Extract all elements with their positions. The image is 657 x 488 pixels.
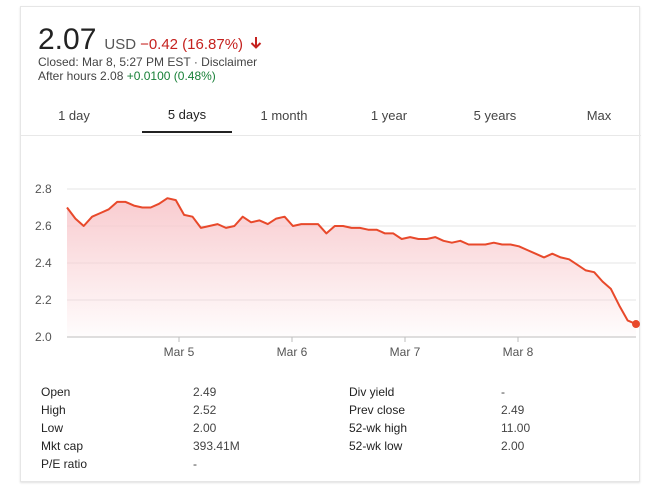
y-tick-label: 2.4 — [35, 256, 52, 270]
y-tick-label: 2.2 — [35, 293, 52, 307]
currency-label: USD — [104, 36, 137, 53]
tabs-divider — [21, 135, 641, 136]
tab-label: Max — [586, 107, 612, 123]
y-tick-label: 2.8 — [35, 182, 52, 196]
stat-value-open: 2.49 — [193, 385, 217, 399]
stat-value-high: 2.52 — [193, 403, 217, 417]
stat-label-open: Open — [41, 385, 71, 399]
price-line — [66, 197, 637, 326]
stat-value-prev-close: 2.49 — [501, 403, 525, 417]
stat-label-div-yield: Div yield — [349, 385, 395, 399]
arrow-down-icon — [248, 35, 264, 51]
price-row: 2.07 USD −0.42 (16.87%) — [38, 23, 264, 57]
stat-label-52wk-low: 52-wk low — [349, 439, 403, 453]
after-hours: After hours 2.08 +0.0100 (0.48%) — [38, 69, 216, 83]
x-tick-label: Mar 7 — [390, 345, 421, 359]
stock-card: 2.07 USD −0.42 (16.87%) Closed: Mar 8, 5… — [20, 6, 641, 482]
stat-value-52wk-low: 2.00 — [501, 439, 525, 453]
stat-value-low: 2.00 — [193, 421, 217, 435]
after-hours-price: After hours 2.08 — [38, 69, 124, 83]
y-tick-label: 2.0 — [35, 330, 52, 344]
stat-value-div-yield: - — [501, 385, 505, 399]
stat-value-mkt-cap: 393.41M — [193, 439, 240, 453]
tab-max[interactable]: Max — [547, 97, 651, 133]
current-price: 2.07 — [38, 23, 97, 56]
tab-5-days[interactable]: 5 days — [142, 97, 232, 133]
y-tick-label: 2.6 — [35, 219, 52, 233]
stat-label-mkt-cap: Mkt cap — [41, 439, 84, 453]
tab-1-month[interactable]: 1 month — [233, 97, 335, 133]
after-hours-change: +0.0100 (0.48%) — [126, 69, 216, 83]
price-chart[interactable]: 2.8 2.6 2.4 2.2 2.0 Mar 5 Mar 6 Mar 7 Mar 8 — [21, 137, 641, 369]
tab-label: 1 month — [260, 107, 308, 123]
tab-label: 1 year — [370, 107, 408, 123]
x-tick-label: Mar 6 — [277, 345, 308, 359]
stat-value-pe-ratio: - — [193, 457, 197, 471]
stat-label-52wk-high: 52-wk high — [349, 421, 408, 435]
x-tick-label: Mar 5 — [164, 345, 195, 359]
tab-5-years[interactable]: 5 years — [443, 97, 547, 133]
tab-label: 5 years — [473, 107, 517, 123]
stat-label-prev-close: Prev close — [349, 403, 406, 417]
last-price-point — [632, 320, 640, 329]
closed-status: Closed: Mar 8, 5:27 PM EST · Disclaimer — [38, 55, 258, 69]
stat-label-low: Low — [41, 421, 64, 435]
tab-1-year[interactable]: 1 year — [337, 97, 441, 133]
stat-value-52wk-high: 11.00 — [501, 421, 531, 435]
stat-label-high: High — [41, 403, 66, 417]
range-tabs: 1 day 5 days 1 month 1 year 5 years Max — [21, 97, 641, 133]
price-change: −0.42 (16.87%) — [140, 36, 244, 53]
x-tick-label: Mar 8 — [503, 345, 534, 359]
tab-label: 1 day — [58, 107, 90, 123]
tab-1-day[interactable]: 1 day — [21, 97, 127, 133]
tab-label: 5 days — [167, 106, 207, 122]
stat-label-pe-ratio: P/E ratio — [41, 457, 88, 471]
price-area — [67, 198, 636, 337]
